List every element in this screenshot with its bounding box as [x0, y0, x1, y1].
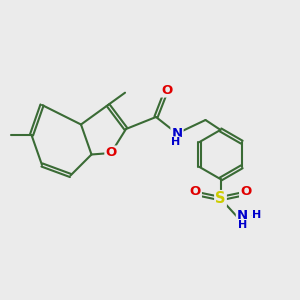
Text: -: - — [250, 210, 254, 220]
Text: O: O — [190, 185, 201, 198]
Text: O: O — [105, 146, 117, 160]
Text: O: O — [240, 185, 251, 198]
Text: H: H — [252, 210, 261, 220]
Text: N: N — [237, 208, 248, 222]
Text: S: S — [215, 191, 226, 206]
Text: O: O — [161, 83, 172, 97]
Text: H: H — [171, 137, 180, 147]
Text: N: N — [171, 127, 183, 140]
Text: H: H — [238, 220, 247, 230]
